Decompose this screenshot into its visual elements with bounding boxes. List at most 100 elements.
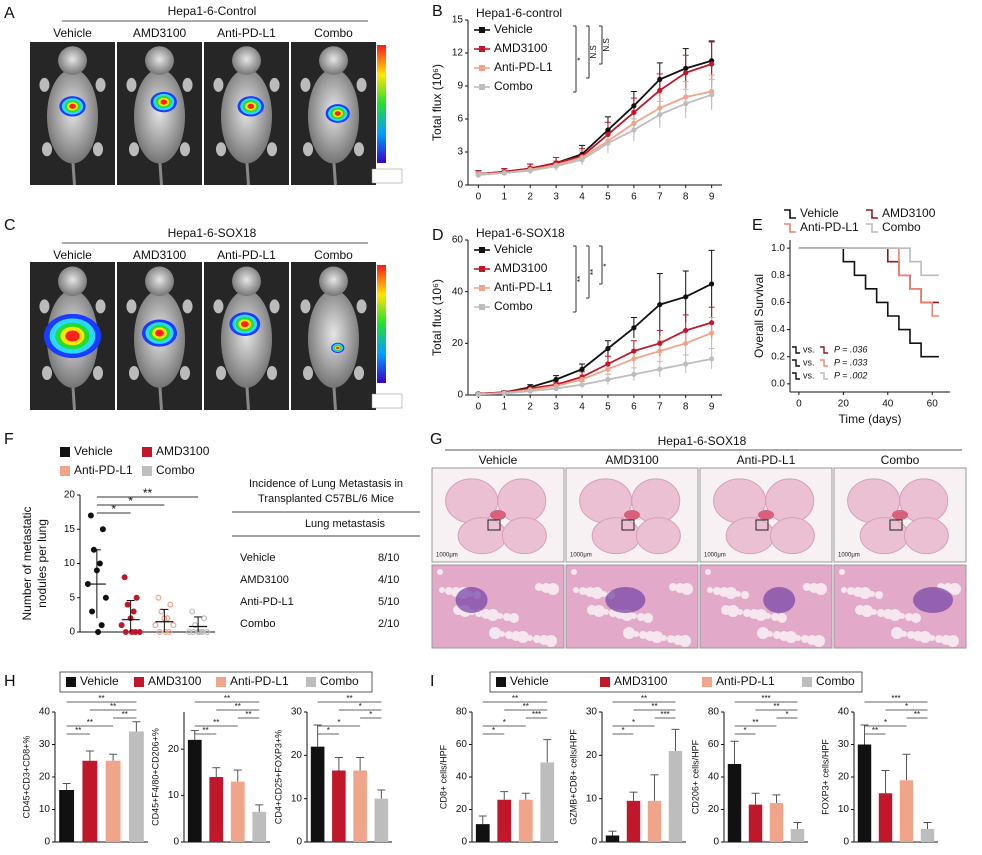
legend-marker bbox=[479, 46, 485, 52]
x-tick-label: 6 bbox=[631, 402, 637, 413]
alveolus bbox=[807, 635, 817, 645]
point bbox=[631, 109, 637, 115]
legend-marker bbox=[479, 285, 485, 291]
mouse-paw bbox=[354, 142, 364, 157]
alveolus bbox=[773, 631, 781, 639]
sig-label: *** bbox=[891, 694, 900, 703]
bioluminescence-image bbox=[117, 42, 202, 186]
panel-letter: A bbox=[4, 5, 15, 22]
mouse-head bbox=[145, 266, 174, 297]
y-tick-label: 20 bbox=[39, 772, 51, 783]
bar bbox=[475, 824, 490, 842]
table-cell: Vehicle bbox=[240, 552, 275, 564]
y-tick-label: 30 bbox=[838, 739, 850, 750]
legend-label: AMD3100 bbox=[882, 206, 936, 220]
group-label: AMD3100 bbox=[133, 26, 187, 40]
group-label: AMD3100 bbox=[605, 453, 659, 467]
mouse-paw bbox=[39, 299, 50, 314]
sig-label: * bbox=[602, 263, 611, 266]
sig-label: N.S bbox=[589, 45, 598, 58]
y-tick-label: 0 bbox=[457, 180, 463, 191]
alveolus bbox=[855, 605, 865, 615]
signal bbox=[160, 99, 168, 105]
bar bbox=[878, 793, 893, 842]
mouse-paw bbox=[216, 366, 226, 380]
legend-label: AMD3100 bbox=[494, 261, 548, 275]
mouse-paw bbox=[354, 366, 364, 380]
sig-label: * bbox=[128, 494, 133, 508]
legend-label: AMD3100 bbox=[494, 41, 548, 55]
point bbox=[709, 320, 715, 326]
color-scale bbox=[377, 45, 386, 163]
panel-letter: C bbox=[4, 217, 16, 234]
series-line bbox=[478, 332, 712, 395]
legend-swatch bbox=[216, 677, 226, 687]
legend-label: Anti-PD-L1 bbox=[74, 463, 133, 477]
vessel bbox=[490, 510, 506, 520]
point bbox=[657, 87, 663, 93]
lung-section: 1000μm bbox=[699, 467, 833, 563]
bar bbox=[626, 800, 641, 842]
signal bbox=[69, 103, 76, 109]
sig-label: ** bbox=[110, 702, 116, 711]
table-cell: 8/10 bbox=[378, 552, 399, 564]
y-axis-label: GZMB+CD8+ cells/HPF bbox=[568, 729, 578, 825]
alveolus bbox=[713, 587, 721, 595]
point bbox=[709, 330, 715, 336]
alveolus bbox=[913, 631, 923, 641]
mouse-paw bbox=[95, 299, 106, 314]
bar bbox=[230, 781, 245, 842]
y-axis-label: FOXP3+ cells/HPF bbox=[820, 739, 830, 815]
legend-swatch bbox=[134, 677, 144, 687]
y-tick-label: 12 bbox=[452, 48, 464, 59]
alveolus bbox=[883, 609, 893, 619]
histology-title: Hepa1-6-SOX18 bbox=[658, 434, 747, 448]
alveolus bbox=[741, 591, 749, 599]
signal bbox=[247, 103, 255, 109]
y-axis-label: Number of metastatic bbox=[20, 506, 34, 620]
histology-zoom bbox=[699, 564, 833, 649]
y-tick-label: 20 bbox=[291, 750, 303, 761]
data-point bbox=[99, 526, 106, 533]
legend-label: Combo bbox=[494, 79, 533, 93]
alveolus bbox=[771, 613, 779, 621]
group-label: Vehicle bbox=[479, 453, 518, 467]
sig-label: * bbox=[884, 718, 887, 727]
y-tick-label: 30 bbox=[586, 707, 598, 718]
y-tick-label: 10 bbox=[64, 558, 76, 569]
bar bbox=[518, 799, 533, 842]
y-tick-label: 15 bbox=[452, 15, 464, 26]
signal bbox=[334, 111, 341, 116]
y-tick-label: 9 bbox=[457, 81, 463, 92]
series-line bbox=[478, 59, 712, 175]
point bbox=[553, 385, 559, 392]
mouse-body bbox=[221, 290, 272, 388]
sig-label: ** bbox=[224, 694, 230, 703]
lung-section: 1000μm bbox=[431, 467, 565, 563]
y-tick-label: 0 bbox=[461, 837, 467, 848]
alveolus bbox=[623, 627, 635, 639]
sig-label: * bbox=[905, 702, 908, 711]
legend-swatch bbox=[66, 677, 76, 687]
legend-label: Vehicle bbox=[800, 206, 839, 220]
alveolus bbox=[533, 635, 541, 643]
mouse-body bbox=[134, 69, 185, 164]
legend-label: Combo bbox=[882, 220, 921, 234]
point bbox=[579, 366, 585, 372]
sig-label: * bbox=[111, 502, 116, 516]
data-point bbox=[152, 622, 159, 629]
data-point bbox=[166, 628, 173, 635]
alveolus bbox=[503, 613, 511, 621]
bar bbox=[82, 760, 98, 842]
point bbox=[631, 356, 637, 362]
legend-marker bbox=[479, 27, 485, 33]
mouse-paw bbox=[303, 366, 313, 380]
point bbox=[683, 294, 689, 300]
x-tick-label: 60 bbox=[927, 399, 939, 410]
point bbox=[709, 92, 715, 98]
alveolus bbox=[539, 635, 549, 645]
bioluminescence-image bbox=[204, 42, 289, 186]
group-label: Anti-PD-L1 bbox=[217, 248, 276, 262]
point bbox=[605, 345, 611, 352]
x-tick-label: 9 bbox=[709, 192, 715, 203]
